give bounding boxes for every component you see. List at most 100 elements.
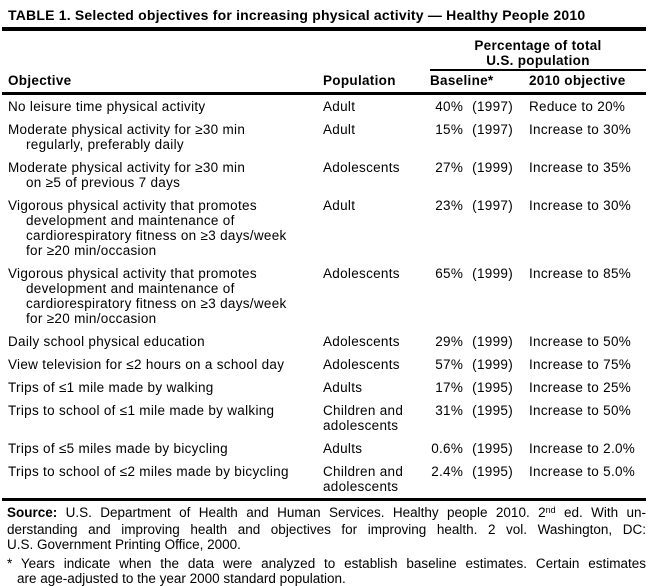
table-row: Moderate physical activity for ≥30 min r… [0, 118, 651, 156]
target-cell: Increase to 85% [529, 266, 632, 281]
objective-line: cardiorespiratory fitness on ≥3 days/wee… [26, 296, 287, 311]
table-row: Moderate physical activity for ≥30 min o… [0, 156, 651, 194]
source-line-2: derstanding and improving health and obj… [7, 522, 646, 537]
population-line: Adolescents [323, 357, 400, 372]
spanner-rule [430, 69, 646, 71]
objective-line: Trips of ≤1 mile made by walking [8, 380, 214, 395]
population-line: Children and [323, 464, 404, 479]
table-row: Trips to school of ≤2 miles made by bicy… [0, 460, 651, 498]
population-cell: Adolescents [323, 357, 423, 372]
baseline-value: 15% [435, 122, 464, 137]
baseline-year: (1995) [472, 380, 513, 395]
table-row: Vigorous physical activity that promotes… [0, 194, 651, 262]
population-line: Adolescents [323, 334, 400, 349]
target-cell: Increase to 2.0% [529, 441, 636, 456]
objective-line: development and maintenance of [26, 281, 235, 296]
population-cell: Adult [323, 99, 423, 114]
table-row: Trips to school of ≤1 mile made by walki… [0, 399, 651, 437]
baseline-cell: 27% (1999) [423, 160, 529, 175]
baseline-year: (1999) [472, 334, 513, 349]
target-cell: Increase to 50% [529, 403, 632, 418]
baseline-cell: 23% (1997) [423, 198, 529, 213]
population-cell: Adult [323, 198, 423, 213]
target-cell: Increase to 30% [529, 198, 632, 213]
objective-cell: Moderate physical activity for ≥30 min o… [8, 160, 323, 190]
baseline-cell: 31% (1995) [423, 403, 529, 418]
baseline-year: (1999) [472, 357, 513, 372]
baseline-cell: 15% (1997) [423, 122, 529, 137]
population-line: Adolescents [323, 266, 400, 281]
objective-cell: Trips to school of ≤1 mile made by walki… [8, 403, 323, 418]
baseline-cell: 40% (1997) [423, 99, 529, 114]
objective-cell: No leisure time physical activity [8, 99, 323, 114]
footnote-line-2: are age-adjusted to the year 2000 standa… [17, 571, 346, 586]
population-cell: Children and adolescents [323, 403, 423, 433]
title-rule [2, 27, 646, 31]
population-line: Adult [323, 99, 356, 114]
baseline-year: (1995) [472, 441, 513, 456]
footnote-line-1: * Years indicate when the data were anal… [7, 556, 646, 571]
table-row: Trips of ≤5 miles made by bicycling Adul… [0, 437, 651, 460]
population-line: Adult [323, 122, 356, 137]
objective-column-header: Objective [8, 73, 72, 88]
population-column-header: Population [323, 73, 396, 88]
baseline-cell: 2.4% (1995) [423, 464, 529, 479]
baseline-cell: 65% (1999) [423, 266, 529, 281]
baseline-cell: 0.6% (1995) [423, 441, 529, 456]
objective-2010-column-header: 2010 objective [529, 73, 626, 88]
baseline-value: 23% [435, 198, 464, 213]
objective-line: for ≥20 min/occasion [26, 311, 157, 326]
table-row: View television for ≤2 hours on a school… [0, 353, 651, 376]
table-row: Vigorous physical activity that promotes… [0, 262, 651, 330]
objective-cell: Vigorous physical activity that promotes… [8, 266, 323, 326]
baseline-year: (1995) [472, 403, 513, 418]
objective-line: for ≥20 min/occasion [26, 243, 157, 258]
baseline-year: (1999) [472, 160, 513, 175]
objective-line: Trips to school of ≤2 miles made by bicy… [8, 464, 289, 479]
baseline-year: (1997) [472, 99, 513, 114]
target-cell: Increase to 25% [529, 380, 632, 395]
baseline-value: 17% [435, 380, 464, 395]
spanner-heading: Percentage of total U.S. population [430, 38, 646, 68]
objective-line: Moderate physical activity for ≥30 min [8, 122, 246, 137]
population-line: Adults [323, 380, 363, 395]
baseline-value: 2.4% [431, 464, 464, 479]
target-cell: Increase to 75% [529, 357, 632, 372]
bottom-rule [2, 498, 646, 501]
source-line-1-text: U.S. Department of Health and Human Serv… [57, 505, 546, 520]
population-cell: Adolescents [323, 266, 423, 281]
objective-line: Daily school physical education [8, 334, 205, 349]
objective-cell: View television for ≤2 hours on a school… [8, 357, 323, 372]
table-body: No leisure time physical activity Adult … [0, 95, 651, 498]
baseline-value: 65% [435, 266, 464, 281]
objective-line: on ≥5 of previous 7 days [26, 175, 181, 190]
spanner-heading-line-2: U.S. population [486, 53, 590, 68]
baseline-year: (1997) [472, 122, 513, 137]
baseline-year: (1995) [472, 464, 513, 479]
spanner-heading-line-1: Percentage of total [474, 38, 602, 53]
baseline-year: (1997) [472, 198, 513, 213]
objective-line: Vigorous physical activity that promotes [8, 198, 257, 213]
source-line-1: Source: U.S. Department of Health and Hu… [7, 505, 646, 522]
objective-line: Trips to school of ≤1 mile made by walki… [8, 403, 275, 418]
population-line: Adolescents [323, 160, 400, 175]
objective-cell: Vigorous physical activity that promotes… [8, 198, 323, 258]
baseline-value: 0.6% [431, 441, 464, 456]
population-line: adolescents [323, 418, 399, 433]
objective-line: cardiorespiratory fitness on ≥3 days/wee… [26, 228, 287, 243]
objective-line: Moderate physical activity for ≥30 min [8, 160, 246, 175]
target-cell: Reduce to 20% [529, 99, 626, 114]
baseline-value: 57% [435, 357, 464, 372]
table-row: Trips of ≤1 mile made by walking Adults … [0, 376, 651, 399]
source-line-3: U.S. Government Printing Office, 2000. [7, 537, 241, 552]
baseline-value: 29% [435, 334, 464, 349]
population-line: Adult [323, 198, 356, 213]
baseline-cell: 29% (1999) [423, 334, 529, 349]
objective-line: development and maintenance of [26, 213, 235, 228]
objective-cell: Trips of ≤1 mile made by walking [8, 380, 323, 395]
population-cell: Adolescents [323, 160, 423, 175]
header-rule [2, 92, 646, 95]
source-note: Source: U.S. Department of Health and Hu… [7, 505, 646, 552]
objective-cell: Moderate physical activity for ≥30 min r… [8, 122, 323, 152]
